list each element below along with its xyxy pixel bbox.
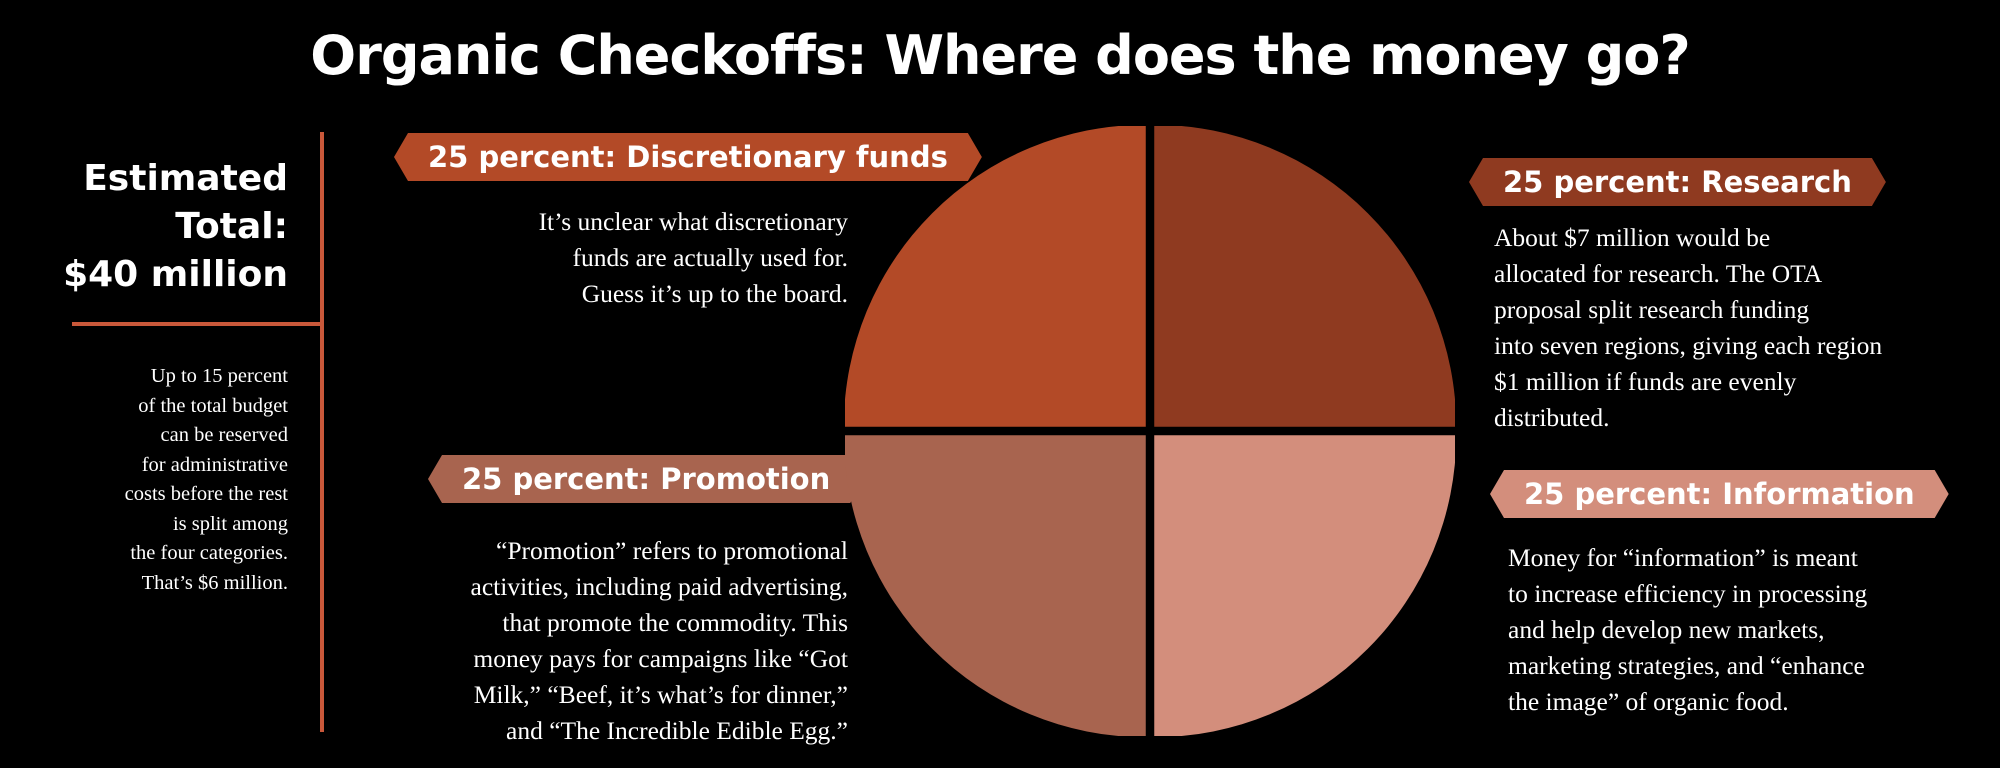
research-line: proposal split research funding	[1494, 295, 1810, 324]
information-line: the image” of organic food.	[1508, 687, 1789, 716]
pie-slice-promotion	[845, 435, 1146, 736]
total-line: $40 million	[63, 254, 288, 295]
research-heading-banner: 25 percent: Research	[1469, 158, 1886, 206]
information-line: and help develop new markets,	[1508, 615, 1825, 644]
total-line: Total:	[175, 206, 288, 247]
promotion-line: Milk,” “Beef, it’s what’s for dinner,”	[473, 680, 848, 709]
research-text: About $7 million would be allocated for …	[1494, 220, 1882, 436]
research-line: distributed.	[1494, 403, 1610, 432]
research-line: allocated for research. The OTA	[1494, 259, 1823, 288]
total-line: Estimated	[83, 158, 288, 199]
information-heading-banner: 25 percent: Information	[1490, 470, 1949, 518]
promotion-heading-banner: 25 percent: Promotion	[428, 455, 864, 503]
research-line: into seven regions, giving each region	[1494, 331, 1883, 360]
pie-chart	[845, 126, 1455, 736]
promotion-line: “Promotion” refers to promotional	[496, 536, 848, 565]
discretionary-text: It’s unclear what discretionary funds ar…	[539, 204, 848, 312]
promotion-line: activities, including paid advertising,	[470, 572, 848, 601]
discretionary-line: funds are actually used for.	[572, 243, 848, 272]
information-text: Money for “information” is meant to incr…	[1508, 540, 1867, 720]
note-line: for administrative	[141, 453, 288, 476]
admin-note: Up to 15 percent of the total budget can…	[58, 362, 288, 598]
promotion-text: “Promotion” refers to promotional activi…	[471, 533, 848, 749]
note-line: That’s $6 million.	[141, 571, 288, 594]
discretionary-line: Guess it’s up to the board.	[581, 279, 848, 308]
pie-slice-research	[1154, 126, 1455, 427]
note-line: the four categories.	[130, 542, 288, 564]
research-line: $1 million if funds are evenly	[1494, 367, 1797, 396]
estimated-total: Estimated Total: $40 million	[63, 155, 288, 299]
information-line: Money for “information” is meant	[1508, 543, 1858, 572]
research-line: About $7 million would be	[1494, 223, 1771, 252]
pie-slice-information	[1154, 435, 1455, 736]
promotion-line: money pays for campaigns like “Got	[473, 644, 848, 673]
note-line: is split among	[172, 512, 288, 535]
discretionary-heading-banner: 25 percent: Discretionary funds	[394, 133, 982, 181]
note-line: can be reserved	[160, 424, 288, 446]
promotion-line: and “The Incredible Edible Egg.”	[506, 716, 848, 745]
note-line: of the total budget	[138, 394, 288, 417]
information-line: to increase efficiency in processing	[1508, 579, 1868, 608]
discretionary-line: It’s unclear what discretionary	[538, 207, 848, 236]
horizontal-divider	[72, 322, 320, 326]
note-line: costs before the rest	[124, 483, 288, 505]
vertical-divider	[320, 132, 324, 732]
information-line: marketing strategies, and “enhance	[1508, 651, 1865, 680]
page-title: Organic Checkoffs: Where does the money …	[310, 24, 1690, 87]
note-line: Up to 15 percent	[150, 365, 288, 387]
promotion-line: that promote the commodity. This	[502, 608, 848, 637]
pie-slice-discretionary-funds	[845, 126, 1146, 427]
